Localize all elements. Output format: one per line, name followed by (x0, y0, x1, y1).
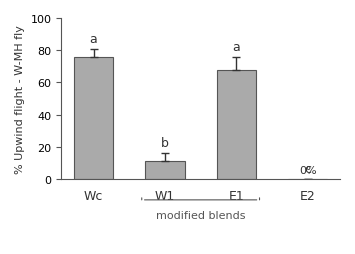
Text: 0%: 0% (299, 165, 317, 175)
Bar (74, 58, 113, 179)
Text: a: a (90, 33, 98, 45)
Text: c: c (304, 162, 311, 175)
Text: a: a (233, 41, 240, 54)
Bar (217, 70, 256, 179)
Text: modified blends: modified blends (156, 210, 245, 220)
Y-axis label: % Upwind flight - W-MH fly: % Upwind flight - W-MH fly (15, 25, 25, 173)
Bar (145, 162, 185, 179)
Text: b: b (161, 137, 169, 150)
